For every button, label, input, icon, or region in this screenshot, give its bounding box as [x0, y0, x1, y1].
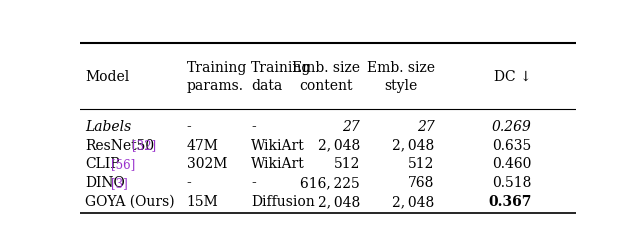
Text: 616, 225: 616, 225: [301, 176, 360, 190]
Text: -: -: [187, 120, 191, 134]
Text: 0.460: 0.460: [492, 157, 531, 171]
Text: WikiArt: WikiArt: [251, 139, 305, 153]
Text: [56]: [56]: [111, 158, 135, 171]
Text: 2, 048: 2, 048: [318, 139, 360, 153]
Text: CLIP: CLIP: [85, 157, 120, 171]
Text: 0.367: 0.367: [488, 195, 531, 209]
Text: Training
params.: Training params.: [187, 61, 247, 93]
Text: DINO: DINO: [85, 176, 125, 190]
Text: -: -: [251, 176, 256, 190]
Text: 0.269: 0.269: [492, 120, 531, 134]
Text: Emb. size
content: Emb. size content: [292, 61, 360, 93]
Text: [3]: [3]: [111, 177, 127, 190]
Text: Emb. size
style: Emb. size style: [367, 61, 435, 93]
Text: 512: 512: [334, 157, 360, 171]
Text: [32]: [32]: [132, 139, 156, 152]
Text: -: -: [251, 120, 256, 134]
Text: -: -: [187, 176, 191, 190]
Text: 27: 27: [342, 120, 360, 134]
Text: 2, 048: 2, 048: [392, 195, 435, 209]
Text: ResNet50: ResNet50: [85, 139, 154, 153]
Text: 2, 048: 2, 048: [392, 139, 435, 153]
Text: 0.635: 0.635: [492, 139, 531, 153]
Text: GOYA (Ours): GOYA (Ours): [85, 195, 175, 209]
Text: Labels: Labels: [85, 120, 131, 134]
Text: DC ↓: DC ↓: [493, 70, 531, 84]
Text: 2, 048: 2, 048: [318, 195, 360, 209]
Text: 0.518: 0.518: [492, 176, 531, 190]
Text: 512: 512: [408, 157, 435, 171]
Text: 47M: 47M: [187, 139, 218, 153]
Text: Model: Model: [85, 70, 129, 84]
Text: 27: 27: [417, 120, 435, 134]
Text: 302M: 302M: [187, 157, 227, 171]
Text: 768: 768: [408, 176, 435, 190]
Text: WikiArt: WikiArt: [251, 157, 305, 171]
Text: Diffusion: Diffusion: [251, 195, 315, 209]
Text: 15M: 15M: [187, 195, 218, 209]
Text: Training
data: Training data: [251, 61, 312, 93]
